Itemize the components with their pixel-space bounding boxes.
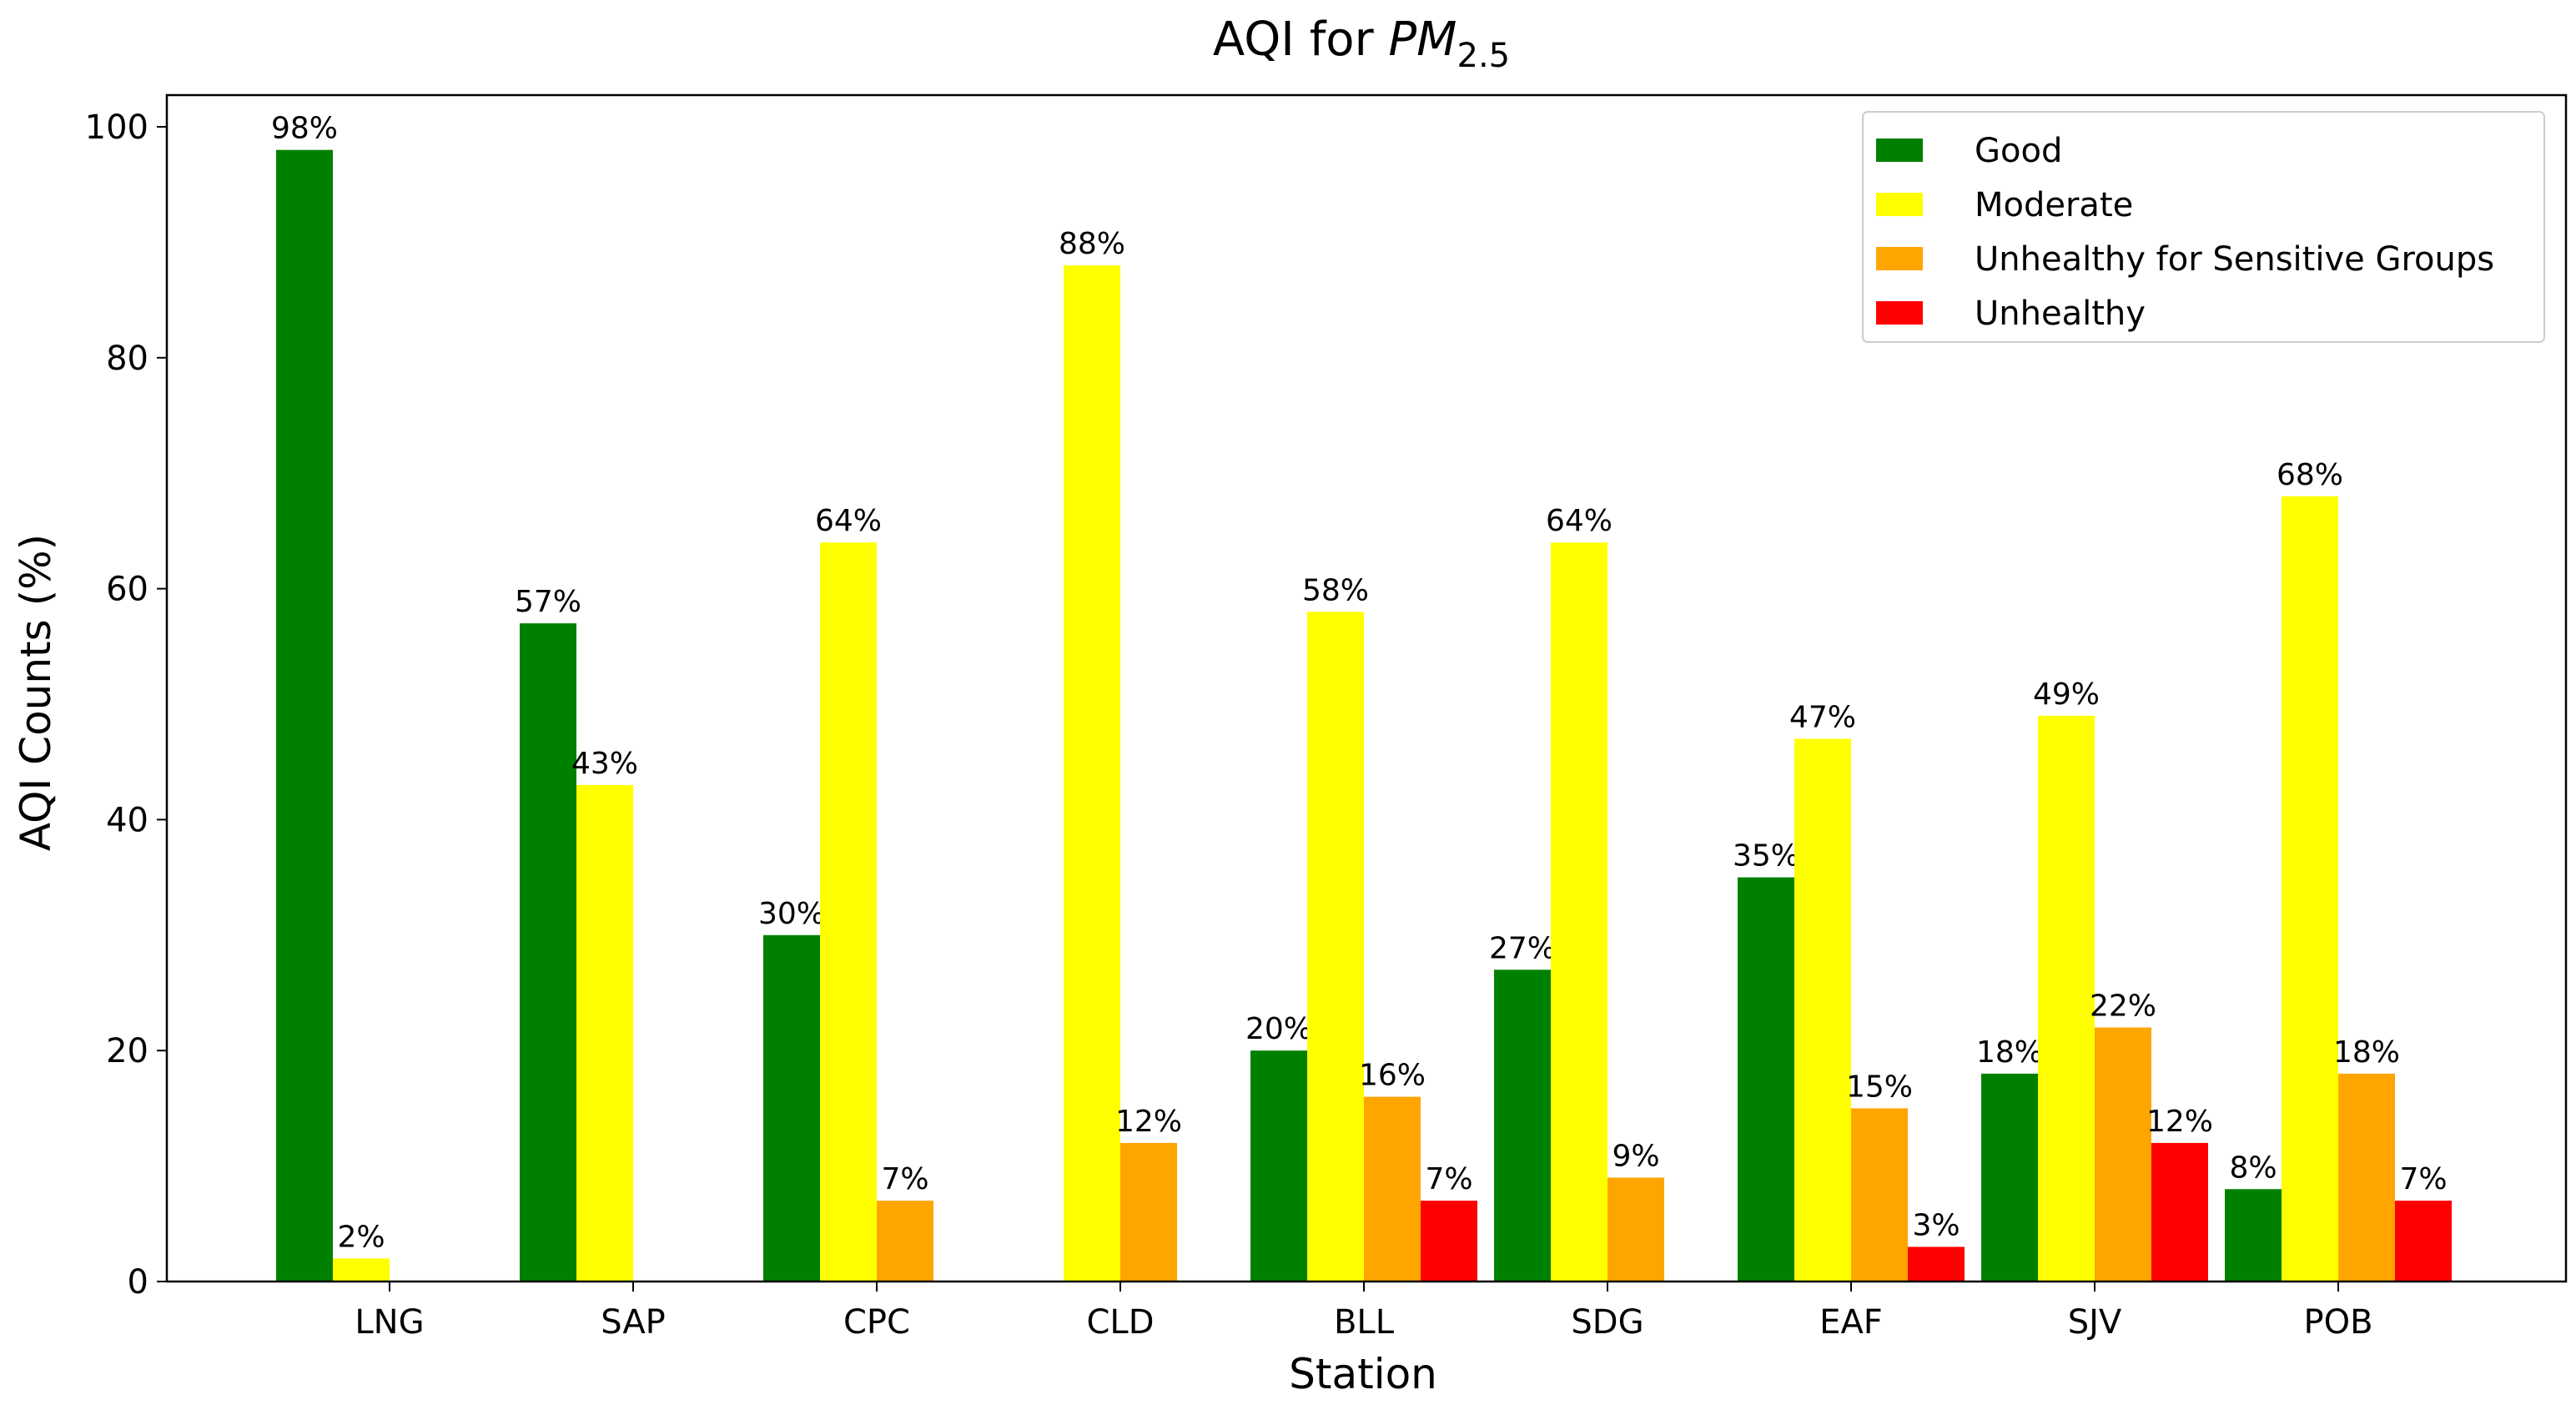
plot-area: 98% 2% LNG 57% 43% SAP 30% 64% 7% CPC 88% 12% CLD 20%… xyxy=(85,93,2568,1342)
data-label: 9% xyxy=(1612,1139,1659,1173)
x-tick-label: BLL xyxy=(1334,1303,1395,1342)
x-tick-label: LNG xyxy=(355,1303,424,1342)
data-label: 98% xyxy=(271,112,338,146)
bar-lng-good xyxy=(276,149,333,1282)
data-label: 64% xyxy=(1546,504,1613,538)
chart-title-math-base: PM xyxy=(1388,13,1457,67)
y-tick-label: 40 xyxy=(106,801,148,839)
bar-cld-moderate xyxy=(1064,265,1120,1282)
data-label: 64% xyxy=(815,504,882,538)
y-tick-label: 100 xyxy=(85,108,148,147)
y-tick-label: 0 xyxy=(128,1263,148,1302)
data-label: 47% xyxy=(1789,701,1856,735)
x-tick-label: SDG xyxy=(1571,1303,1643,1342)
bar-sap-moderate xyxy=(576,784,633,1282)
x-axis-label: Station xyxy=(1289,1350,1437,1398)
bar-eaf-unhealthy-for-sensitive-groups xyxy=(1851,1108,1908,1282)
bar-sdg-good xyxy=(1494,969,1551,1282)
bar-cld-unhealthy-for-sensitive-groups xyxy=(1120,1142,1177,1282)
chart-title-text: AQI for xyxy=(1213,13,1389,67)
y-axis-label: AQI Counts (%) xyxy=(12,534,60,851)
data-label: 58% xyxy=(1302,573,1369,607)
legend-label: Good xyxy=(1975,132,2062,170)
bar-bll-good xyxy=(1250,1050,1307,1282)
bar-bll-unhealthy-for-sensitive-groups xyxy=(1364,1096,1421,1282)
legend-swatch xyxy=(1876,193,1923,216)
y-tick-label: 20 xyxy=(106,1032,148,1070)
data-label: 12% xyxy=(2146,1105,2213,1139)
bar-eaf-good xyxy=(1738,877,1794,1282)
bar-sjv-moderate xyxy=(2038,715,2095,1282)
data-label: 7% xyxy=(1425,1162,1472,1196)
x-tick-label: POB xyxy=(2303,1303,2372,1342)
bar-sap-good xyxy=(520,623,576,1282)
bar-cpc-good xyxy=(763,934,820,1282)
x-tick-label: CPC xyxy=(843,1303,910,1342)
bar-eaf-moderate xyxy=(1794,738,1851,1282)
data-label: 22% xyxy=(2090,990,2156,1024)
data-label: 15% xyxy=(1846,1070,1913,1104)
data-label: 88% xyxy=(1059,227,1125,261)
data-label: 8% xyxy=(2229,1151,2277,1185)
x-tick-label: EAF xyxy=(1819,1303,1883,1342)
legend-swatch xyxy=(1876,301,1923,325)
chart-title: AQI for PM2.5 xyxy=(1213,13,1510,75)
bar-bll-unhealthy xyxy=(1421,1201,1477,1282)
data-label: 20% xyxy=(1245,1012,1312,1046)
bar-cpc-unhealthy-for-sensitive-groups xyxy=(877,1201,933,1282)
bar-pob-good xyxy=(2225,1189,2282,1282)
bar-pob-unhealthy xyxy=(2395,1201,2452,1282)
bar-lng-moderate xyxy=(333,1258,390,1282)
data-label: 2% xyxy=(337,1220,385,1254)
legend-swatch xyxy=(1876,247,1923,270)
legend-label: Moderate xyxy=(1975,186,2133,224)
data-label: 7% xyxy=(2399,1162,2447,1196)
data-label: 43% xyxy=(571,747,638,781)
y-tick-label: 60 xyxy=(106,571,148,609)
axes-frame xyxy=(165,93,2568,1283)
legend: Good Moderate Unhealthy for Sensitive Grou… xyxy=(1862,111,2545,343)
x-tick-label: CLD xyxy=(1086,1303,1154,1342)
data-label: 12% xyxy=(1115,1105,1182,1139)
data-label: 27% xyxy=(1489,931,1556,965)
data-label: 16% xyxy=(1359,1059,1426,1093)
data-label: 57% xyxy=(515,585,581,619)
x-tick-label: SJV xyxy=(2068,1303,2122,1342)
legend-label: Unhealthy xyxy=(1975,295,2146,333)
data-label: 3% xyxy=(1912,1208,1960,1242)
legend-swatch xyxy=(1876,138,1923,162)
bar-bll-moderate xyxy=(1307,612,1364,1282)
data-label: 49% xyxy=(2033,677,2100,712)
data-label: 68% xyxy=(2277,458,2343,492)
data-label: 7% xyxy=(881,1162,928,1196)
bar-pob-unhealthy-for-sensitive-groups xyxy=(2338,1073,2395,1282)
bar-sdg-unhealthy-for-sensitive-groups xyxy=(1607,1177,1664,1282)
legend-box xyxy=(1862,111,2545,343)
y-tick-label: 80 xyxy=(106,340,148,378)
data-label: 18% xyxy=(1976,1035,2043,1070)
data-label: 18% xyxy=(2333,1035,2400,1070)
legend-label: Unhealthy for Sensitive Groups xyxy=(1975,240,2494,279)
bar-pob-moderate xyxy=(2282,496,2338,1282)
bar-sjv-unhealthy xyxy=(2151,1142,2208,1282)
bar-eaf-unhealthy xyxy=(1908,1246,1965,1282)
x-tick-label: SAP xyxy=(601,1303,666,1342)
bar-sjv-unhealthy-for-sensitive-groups xyxy=(2095,1027,2151,1282)
bar-cpc-moderate xyxy=(820,542,877,1282)
chart-title-math-subscript: 2.5 xyxy=(1457,37,1511,75)
bar-sjv-good xyxy=(1981,1073,2038,1282)
data-label: 30% xyxy=(758,897,825,931)
bar-sdg-moderate xyxy=(1551,542,1607,1282)
data-label: 35% xyxy=(1733,839,1799,874)
